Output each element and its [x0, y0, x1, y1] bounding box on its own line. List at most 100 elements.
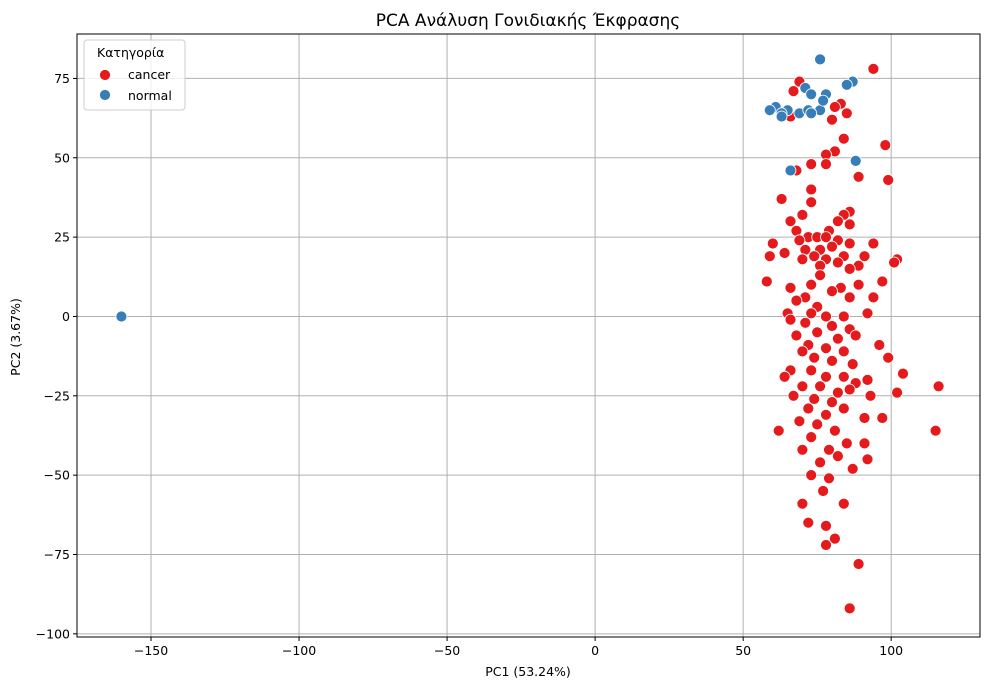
point-cancer	[778, 370, 791, 383]
y-tick-label: 50	[54, 150, 70, 165]
legend-label-normal: normal	[128, 88, 172, 103]
legend: Κατηγορία cancer normal	[83, 39, 186, 111]
point-cancer	[829, 532, 841, 545]
point-cancer	[843, 262, 856, 275]
point-cancer	[846, 358, 859, 371]
point-cancer	[852, 170, 865, 183]
point-cancer	[837, 310, 850, 323]
point-cancer	[832, 386, 844, 399]
point-cancer	[820, 408, 832, 421]
y-tick-label: 25	[54, 230, 70, 245]
y-tick-label: −50	[44, 468, 70, 483]
point-cancer	[837, 370, 850, 383]
point-cancer	[840, 437, 853, 450]
point-cancer	[817, 485, 829, 497]
x-tick-label: 100	[879, 643, 903, 658]
point-cancer	[805, 158, 818, 171]
point-cancer	[772, 424, 785, 437]
y-axis-label: PC2 (3.67%)	[8, 298, 23, 376]
point-normal	[805, 88, 818, 101]
point-cancer	[826, 240, 838, 253]
y-axis-ticks: −100 −75 −50 −25 0 25 50 75	[36, 71, 77, 641]
point-cancer	[873, 339, 886, 351]
point-cancer	[867, 291, 880, 304]
point-cancer	[805, 196, 818, 209]
point-normal	[784, 164, 797, 177]
point-normal	[775, 110, 788, 123]
point-cancer	[852, 278, 865, 291]
point-cancer	[826, 320, 838, 332]
point-cancer	[805, 364, 818, 377]
point-cancer	[796, 345, 809, 358]
y-tick-label: 0	[62, 309, 70, 324]
point-cancer	[852, 558, 865, 570]
point-normal	[763, 104, 776, 117]
point-cancer	[843, 237, 856, 250]
point-cancer	[775, 193, 788, 205]
point-cancer	[808, 351, 821, 364]
point-cancer	[832, 215, 844, 228]
point-cancer	[811, 418, 824, 431]
point-cancer	[876, 412, 889, 424]
point-cancer	[826, 396, 838, 409]
point-cancer	[823, 472, 835, 485]
point-normal	[849, 154, 862, 167]
point-cancer	[820, 158, 832, 171]
point-cancer	[861, 307, 874, 320]
chart-title: PCA Ανάλυση Γονιδιακής Έκφρασης	[376, 11, 680, 31]
point-cancer	[820, 231, 832, 244]
point-cancer	[796, 443, 809, 456]
point-cancer	[805, 469, 818, 482]
point-cancer	[820, 342, 832, 355]
point-cancer	[820, 520, 832, 532]
point-cancer	[814, 456, 826, 469]
point-cancer	[867, 63, 880, 75]
point-cancer	[802, 402, 815, 415]
point-cancer	[826, 113, 838, 126]
y-tick-label: −100	[36, 626, 70, 641]
point-cancer	[832, 450, 844, 463]
plot-frame	[76, 33, 981, 638]
point-cancer	[832, 256, 844, 269]
point-normal	[805, 107, 818, 120]
x-tick-label: 50	[735, 643, 751, 658]
point-cancer	[826, 285, 838, 298]
point-cancer	[932, 380, 945, 393]
point-cancer	[837, 132, 850, 145]
point-cancer	[837, 402, 850, 415]
point-normal	[817, 94, 829, 107]
data-points	[115, 53, 945, 615]
point-cancer	[840, 107, 853, 120]
point-cancer	[820, 539, 832, 551]
point-cancer	[796, 497, 809, 510]
point-cancer	[793, 234, 806, 247]
point-cancer	[843, 602, 856, 615]
point-cancer	[858, 250, 871, 263]
point-cancer	[891, 386, 903, 399]
point-cancer	[858, 412, 871, 424]
point-cancer	[805, 183, 818, 196]
point-cancer	[811, 326, 824, 339]
point-normal	[814, 53, 826, 66]
x-tick-label: −50	[434, 643, 460, 658]
x-tick-label: −100	[282, 643, 316, 658]
point-cancer	[793, 415, 806, 428]
legend-marker-cancer	[99, 69, 111, 81]
point-cancer	[823, 443, 835, 456]
point-cancer	[784, 281, 797, 294]
point-cancer	[802, 516, 815, 529]
y-tick-label: −25	[44, 388, 70, 403]
point-cancer	[820, 370, 832, 383]
point-normal	[115, 310, 128, 323]
point-cancer	[784, 313, 797, 326]
point-cancer	[843, 218, 856, 231]
point-cancer	[829, 101, 841, 113]
point-cancer	[867, 237, 880, 250]
legend-title: Κατηγορία	[97, 45, 164, 60]
point-cancer	[760, 275, 773, 288]
point-cancer	[882, 351, 895, 364]
point-cancer	[929, 424, 942, 437]
point-cancer	[808, 393, 821, 405]
point-cancer	[876, 275, 889, 288]
